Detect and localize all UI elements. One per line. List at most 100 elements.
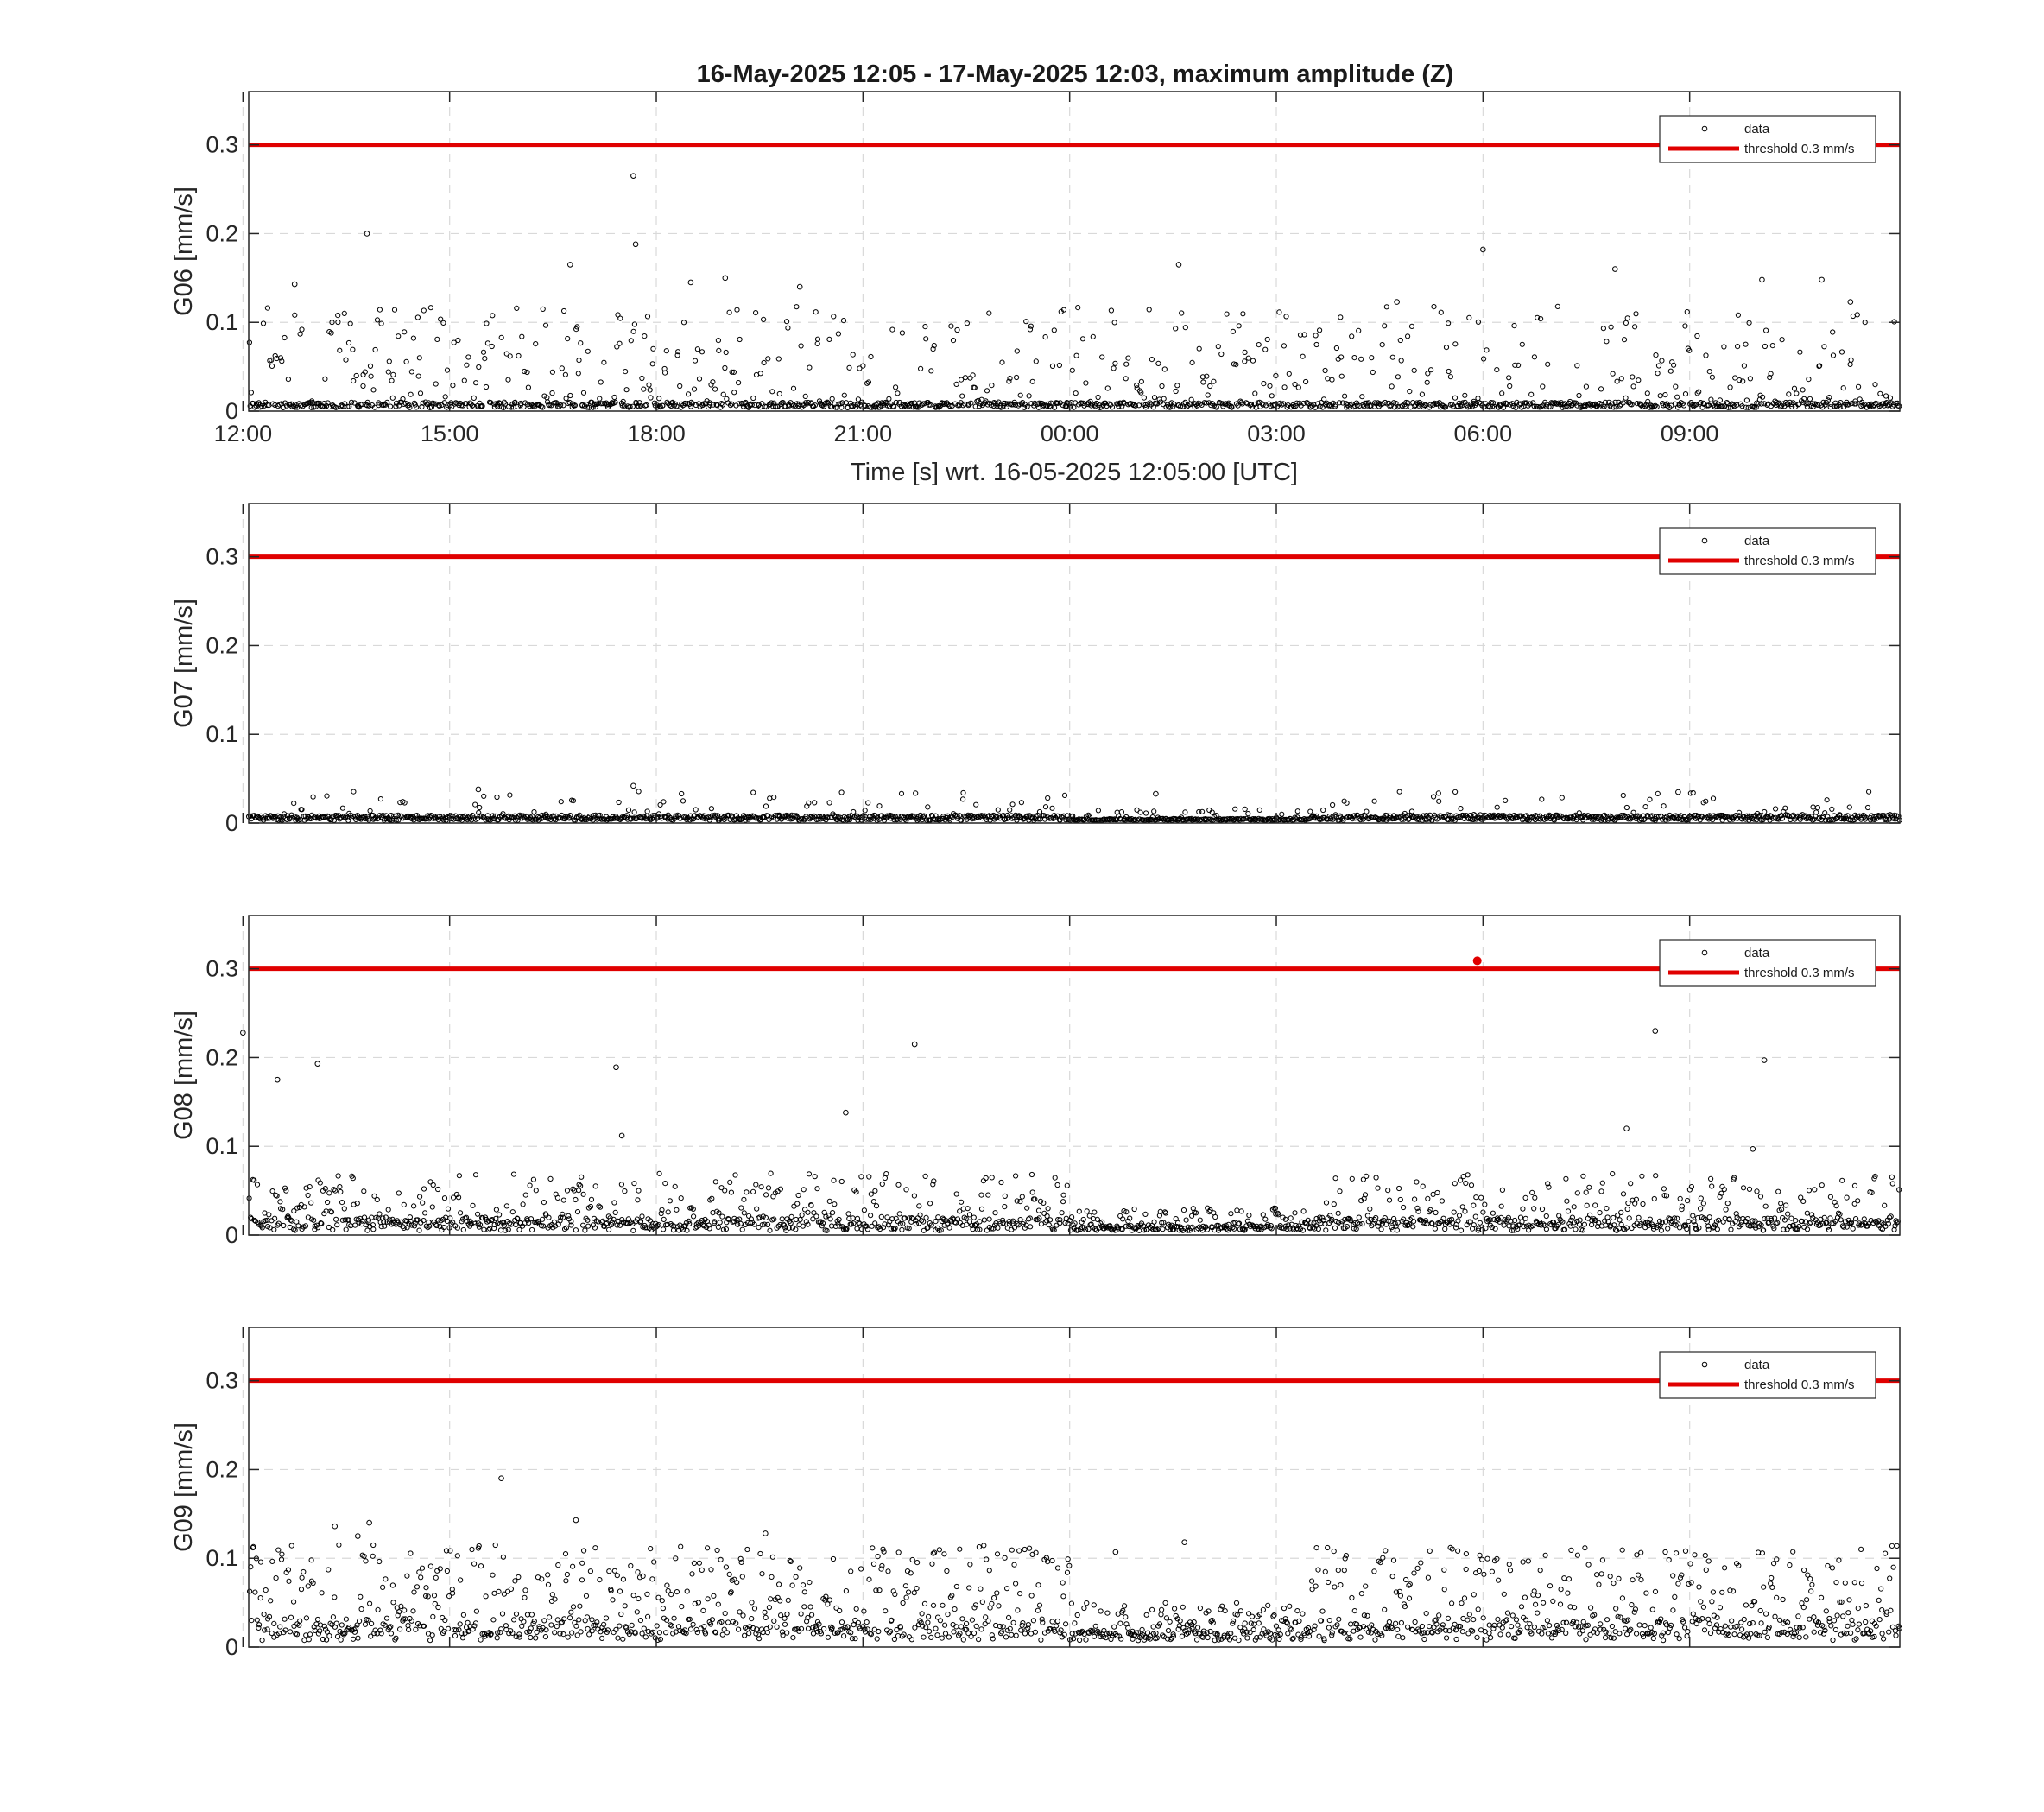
- data-point: [1703, 798, 1709, 804]
- data-point: [419, 403, 425, 410]
- data-point: [393, 403, 399, 409]
- data-point: [1618, 1221, 1624, 1228]
- data-point: [461, 377, 467, 383]
- data-point: [1655, 814, 1662, 820]
- data-point: [1590, 814, 1596, 820]
- data-point: [1527, 401, 1534, 407]
- data-point: [1612, 1226, 1619, 1233]
- data-point: [985, 1192, 991, 1198]
- data-point: [769, 389, 775, 395]
- data-point: [533, 1188, 539, 1194]
- data-point: [1338, 354, 1345, 360]
- data-point: [554, 1617, 560, 1623]
- data-point: [1292, 1210, 1298, 1216]
- data-point: [450, 814, 456, 820]
- data-point-outlier: [1480, 246, 1486, 253]
- data-point: [358, 1606, 364, 1612]
- data-point: [529, 814, 535, 820]
- data-point-outlier: [1750, 1146, 1756, 1152]
- x-tick-label: 15:00: [421, 421, 479, 447]
- data-point: [1469, 403, 1476, 409]
- data-point: [1279, 402, 1285, 408]
- data-point: [598, 379, 604, 385]
- data-point: [1577, 1217, 1583, 1223]
- data-point: [1059, 814, 1065, 820]
- data-point: [908, 814, 914, 820]
- data-point: [707, 402, 713, 409]
- data-point: [1212, 1213, 1218, 1220]
- data-point: [496, 817, 502, 823]
- data-point: [1205, 392, 1211, 398]
- data-point-outlier: [613, 1064, 619, 1071]
- data-point: [984, 816, 990, 823]
- data-point: [1809, 1212, 1815, 1218]
- data-point: [1547, 814, 1554, 820]
- data-point: [738, 1205, 744, 1211]
- data-point: [421, 1218, 427, 1224]
- data-point: [566, 399, 573, 406]
- data-point: [367, 363, 374, 369]
- plot-area: [249, 916, 1900, 1235]
- data-point: [1361, 403, 1367, 409]
- data-point: [1583, 383, 1590, 390]
- data-point: [490, 1617, 497, 1623]
- data-point: [447, 1215, 453, 1221]
- data-point: [1777, 403, 1784, 410]
- data-point: [832, 1201, 838, 1207]
- data-point: [805, 1209, 811, 1215]
- data-point: [954, 1216, 961, 1222]
- data-point: [1033, 1217, 1039, 1223]
- data-point: [1342, 1216, 1348, 1223]
- x-tick-label: 18:00: [627, 421, 686, 447]
- data-point: [1412, 1196, 1418, 1202]
- data-point: [725, 1216, 731, 1222]
- data-point: [1663, 1193, 1670, 1199]
- data-point: [1340, 400, 1346, 406]
- data-point: [1246, 1213, 1252, 1219]
- data-point: [661, 1216, 667, 1223]
- data-point: [891, 817, 897, 823]
- data-point: [406, 1626, 412, 1633]
- data-point: [1565, 1208, 1572, 1214]
- data-point: [1512, 1217, 1518, 1224]
- data-point: [860, 363, 866, 369]
- data-point: [569, 404, 575, 410]
- data-point: [1203, 400, 1210, 406]
- data-point: [1559, 795, 1565, 801]
- data-point: [1522, 1215, 1528, 1221]
- data-point: [426, 1220, 432, 1226]
- data-point: [1446, 320, 1452, 326]
- data-point: [541, 1618, 547, 1624]
- data-point: [825, 400, 832, 406]
- data-point: [1240, 311, 1246, 317]
- data-point: [421, 1186, 427, 1192]
- data-point: [1269, 1207, 1276, 1213]
- data-point: [1579, 1227, 1585, 1233]
- data-point: [657, 801, 663, 808]
- data-point: [1120, 1216, 1126, 1222]
- data-point: [1293, 402, 1299, 409]
- data-point-outlier: [1759, 276, 1765, 283]
- data-point: [844, 1226, 850, 1232]
- data-point: [1530, 400, 1536, 406]
- data-point: [1794, 1226, 1800, 1232]
- data-point: [1370, 369, 1376, 376]
- data-point: [1356, 327, 1362, 333]
- data-point: [1047, 1217, 1054, 1223]
- data-point: [1854, 312, 1860, 318]
- data-point: [764, 1221, 771, 1228]
- data-point: [1685, 1198, 1691, 1204]
- data-point: [1642, 403, 1648, 409]
- data-point: [538, 403, 544, 409]
- data-point: [460, 1612, 467, 1618]
- data-point: [348, 399, 355, 405]
- data-point: [636, 789, 642, 795]
- data-point: [1446, 368, 1452, 375]
- data-point: [935, 403, 941, 409]
- data-point: [631, 809, 637, 815]
- data-point: [339, 805, 345, 811]
- data-point: [1830, 329, 1836, 335]
- data-point: [1149, 357, 1155, 363]
- data-point: [332, 1188, 339, 1194]
- data-point: [338, 1637, 344, 1643]
